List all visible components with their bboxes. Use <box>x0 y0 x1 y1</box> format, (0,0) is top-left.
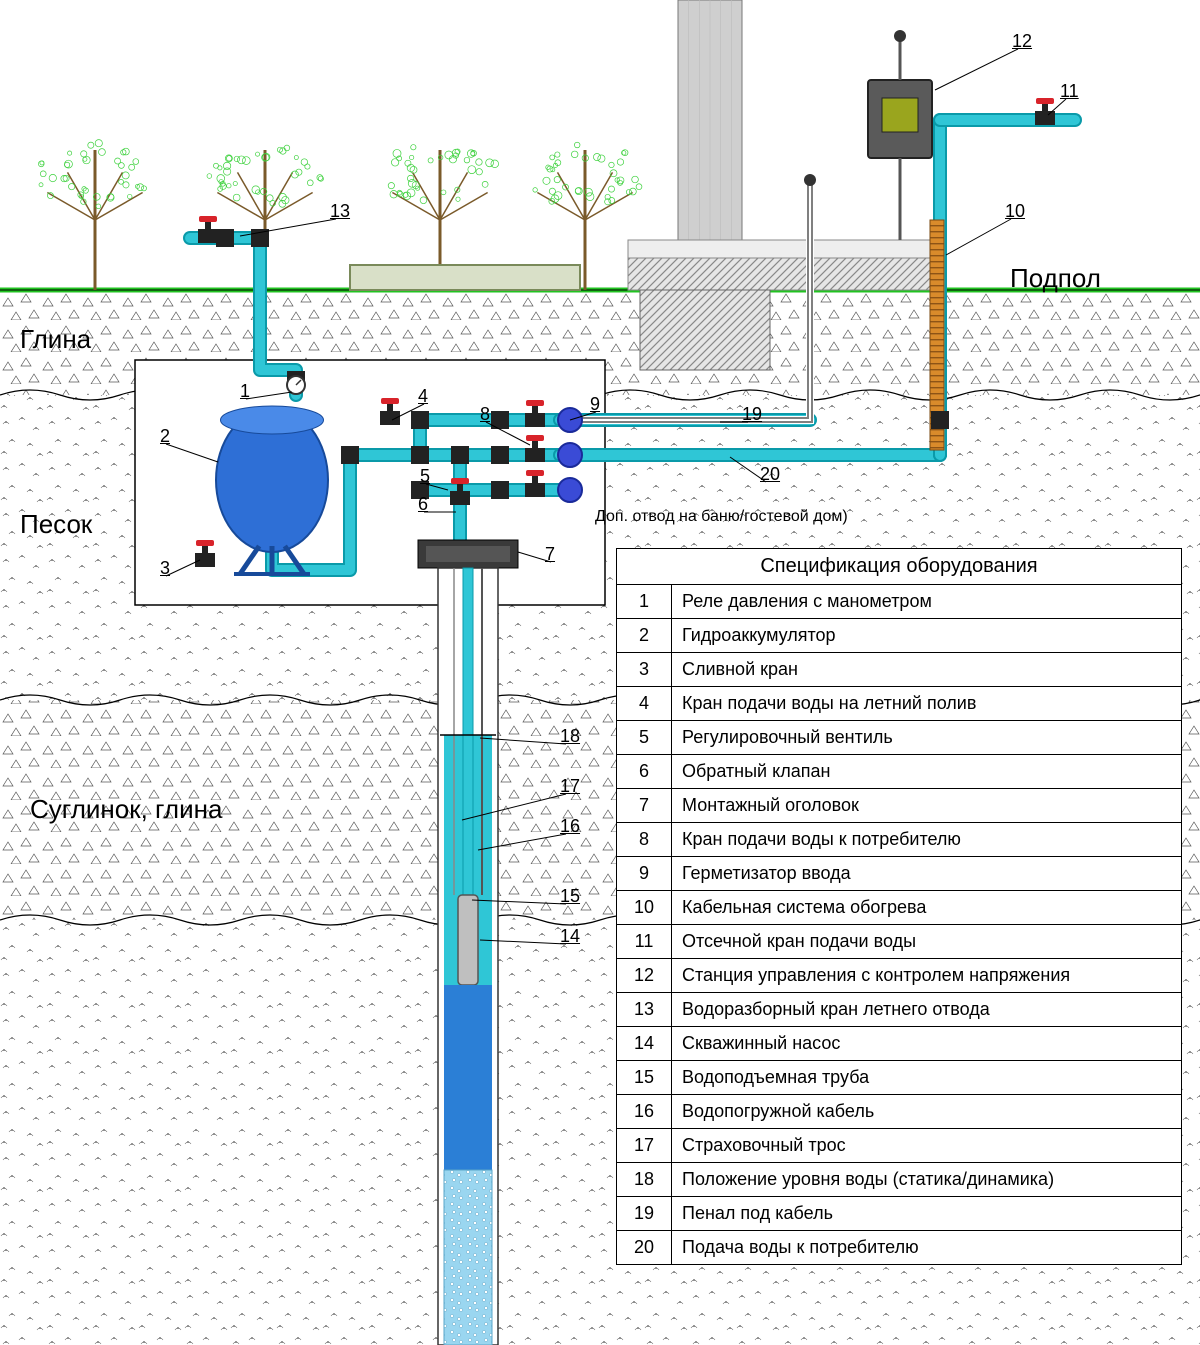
callout-7: 7 <box>545 544 555 565</box>
spec-row: 5Регулировочный вентиль <box>617 721 1182 755</box>
callout-20: 20 <box>760 464 780 485</box>
fitting <box>491 446 509 464</box>
fitting <box>216 229 234 247</box>
callout-8: 8 <box>480 404 490 425</box>
spec-row: 11Отсечной кран подачи воды <box>617 925 1182 959</box>
callout-4: 4 <box>418 386 428 407</box>
callout-19: 19 <box>742 404 762 425</box>
fitting <box>411 411 429 429</box>
label-dop-otvod: Доп. отвод на баню/гостевой дом) <box>595 508 848 526</box>
inlet-seal <box>558 443 582 467</box>
spec-row: 19Пенал под кабель <box>617 1197 1182 1231</box>
spec-row: 3Сливной кран <box>617 653 1182 687</box>
valve-5 <box>450 478 470 505</box>
spec-row: 1Реле давления с манометром <box>617 585 1182 619</box>
valve-4 <box>380 398 400 425</box>
spec-row: 2Гидроаккумулятор <box>617 619 1182 653</box>
callout-5: 5 <box>420 466 430 487</box>
valve-8c <box>525 400 545 427</box>
valve-8b <box>525 470 545 497</box>
callout-14: 14 <box>560 926 580 947</box>
spec-row: 4Кран подачи воды на летний полив <box>617 687 1182 721</box>
stratum-label: Суглинок, глина <box>30 794 222 825</box>
stratum-label: Глина <box>20 324 91 355</box>
inlet-seal <box>558 478 582 502</box>
callout-2: 2 <box>160 426 170 447</box>
gravel-pack <box>444 1170 492 1345</box>
spec-row: 13Водоразборный кран летнего отвода <box>617 993 1182 1027</box>
spec-row: 8Кран подачи воды к потребителю <box>617 823 1182 857</box>
callout-15: 15 <box>560 886 580 907</box>
fitting <box>411 446 429 464</box>
spec-row: 7Монтажный оголовок <box>617 789 1182 823</box>
callout-17: 17 <box>560 776 580 797</box>
stratum-label: Песок <box>20 509 92 540</box>
callout-9: 9 <box>590 394 600 415</box>
fitting <box>931 411 949 429</box>
spec-row: 14Скважинный насос <box>617 1027 1182 1061</box>
spec-row: 15Водоподъемная труба <box>617 1061 1182 1095</box>
spec-row: 6Обратный клапан <box>617 755 1182 789</box>
spec-row: 10Кабельная система обогрева <box>617 891 1182 925</box>
fitting <box>341 446 359 464</box>
spec-row: 12Станция управления с контролем напряже… <box>617 959 1182 993</box>
spec-row: 17Страховочный трос <box>617 1129 1182 1163</box>
valve-8a <box>525 435 545 462</box>
submersible-pump <box>458 895 478 985</box>
valve-13 <box>198 216 218 243</box>
fitting <box>451 446 469 464</box>
casing-water <box>444 985 492 1170</box>
spec-table: Спецификация оборудования1Реле давления … <box>616 548 1182 1265</box>
caisson-lid <box>350 265 580 290</box>
callout-6: 6 <box>418 494 428 515</box>
callout-12: 12 <box>1012 31 1032 52</box>
spec-row: 16Водопогружной кабель <box>617 1095 1182 1129</box>
well-diagram: 1234567891011121314151617181920ГлинаПесо… <box>0 0 1200 1345</box>
callout-18: 18 <box>560 726 580 747</box>
spec-row: 18Положение уровня воды (статика/динамик… <box>617 1163 1182 1197</box>
callout-13: 13 <box>330 201 350 222</box>
valve-3 <box>195 540 215 567</box>
sensor-icon <box>804 174 816 186</box>
fitting <box>491 481 509 499</box>
spec-title: Спецификация оборудования <box>617 549 1182 585</box>
spec-row: 9Герметизатор ввода <box>617 857 1182 891</box>
riser-pipe <box>463 568 473 895</box>
label-podpol: Подпол <box>1010 263 1101 294</box>
spec-row: 20Подача воды к потребителю <box>617 1231 1182 1265</box>
callout-11: 11 <box>1060 81 1079 102</box>
foundation <box>640 290 770 370</box>
callout-1: 1 <box>240 381 250 402</box>
callout-3: 3 <box>160 558 170 579</box>
callout-10: 10 <box>1005 201 1025 222</box>
callout-16: 16 <box>560 816 580 837</box>
